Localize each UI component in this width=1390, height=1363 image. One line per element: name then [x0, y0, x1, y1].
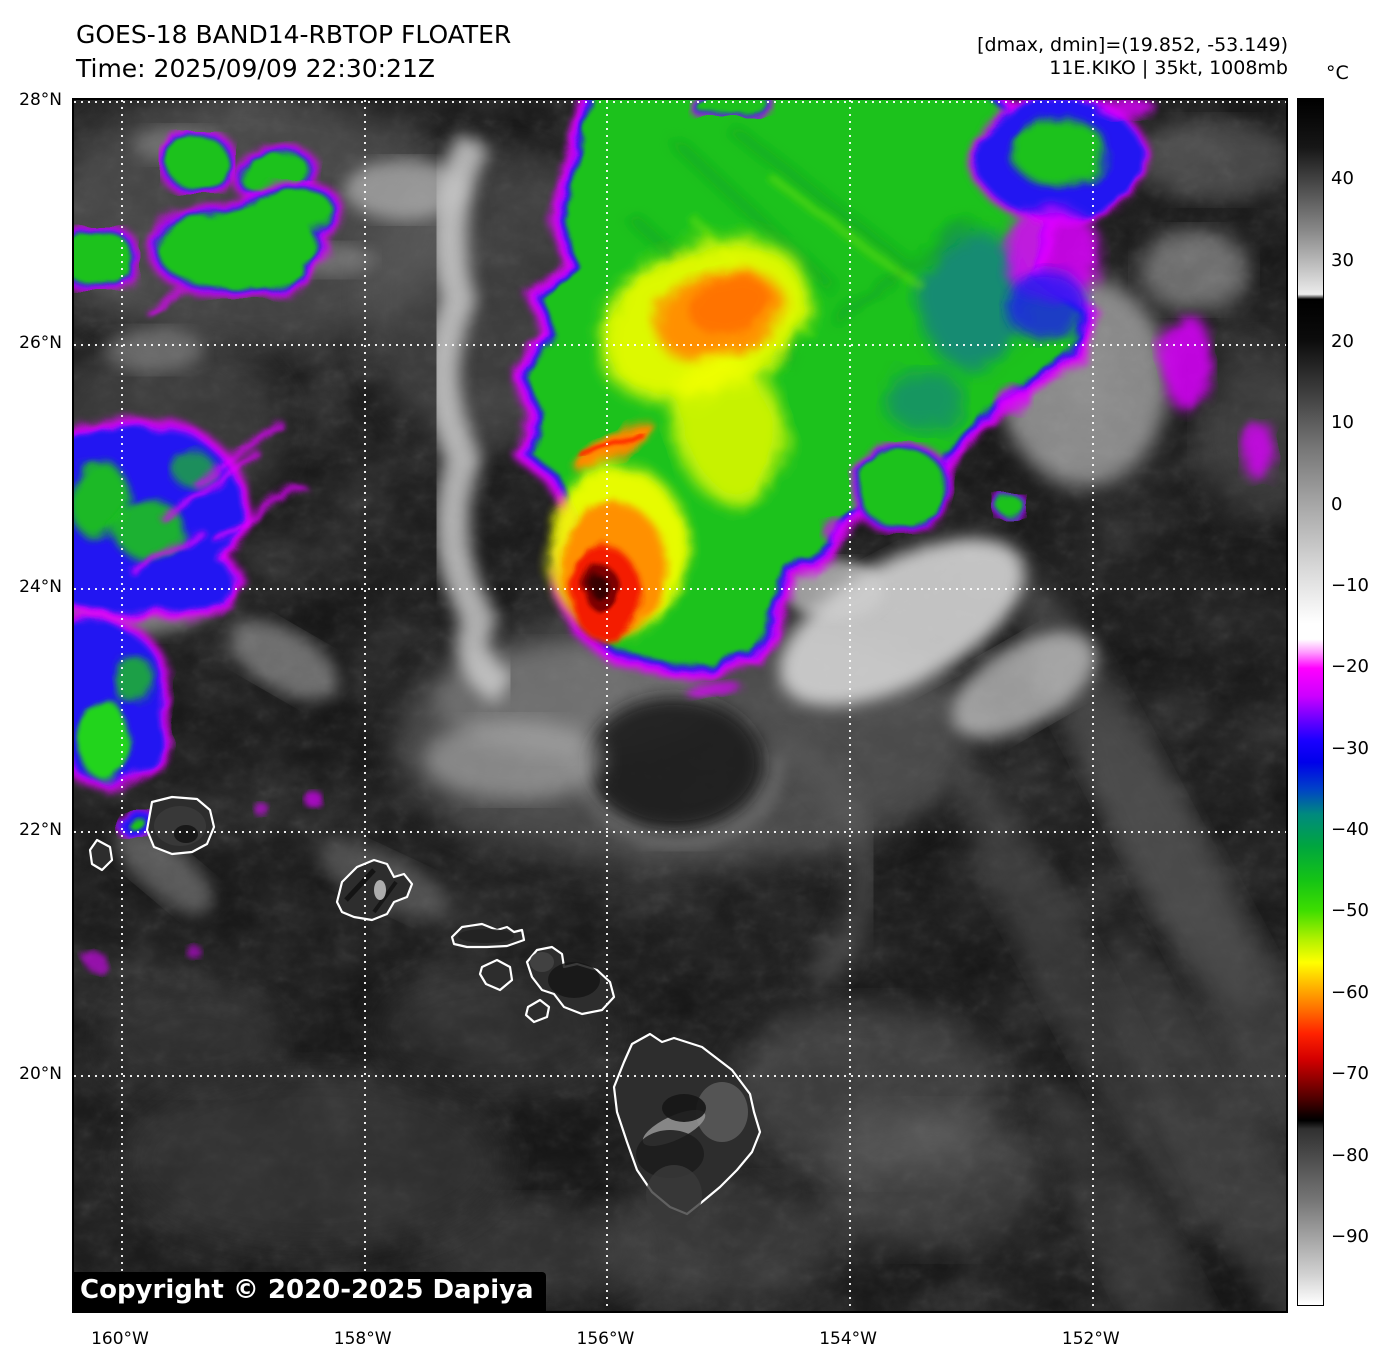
satellite-imagery: .hm{fill:#e203ff;stroke:#e203ff;filter:u… — [74, 100, 1286, 1311]
colorbar-tick-label: −70 — [1331, 1063, 1369, 1085]
lon-tick-label: 158°W — [333, 1329, 392, 1349]
copyright-badge: Copyright © 2020-2025 Dapiya — [74, 1272, 546, 1311]
lon-tick-label: 152°W — [1061, 1329, 1120, 1349]
gridline-lon-158 — [363, 100, 366, 1311]
colorbar-unit-label: °C — [1326, 62, 1349, 84]
colorbar-tick-label: −20 — [1331, 656, 1369, 678]
island-kahoolawe — [524, 998, 551, 1024]
gridline-lon-152 — [1091, 100, 1094, 1311]
lat-tick-label: 24°N — [19, 576, 62, 597]
colorbar-tick-label: 10 — [1331, 412, 1354, 434]
colorbar-tick-label: 30 — [1331, 249, 1354, 271]
lat-tick-label: 28°N — [19, 90, 62, 110]
colorbar-tick-label: −30 — [1331, 737, 1369, 759]
gridline-lon-160 — [121, 100, 123, 1311]
colorbar-tick-label: 20 — [1331, 331, 1354, 353]
colorbar-tick-label: −60 — [1331, 981, 1369, 1003]
colorbar-tick-label: −40 — [1331, 819, 1369, 841]
colorbar-tick-label: −80 — [1331, 1144, 1369, 1166]
dmax-dmin-annotation: [dmax, dmin]=(19.852, -53.149) — [977, 34, 1288, 56]
lon-tick-label: 160°W — [91, 1329, 149, 1349]
gridline-lon-154 — [849, 100, 852, 1311]
island-niihau — [88, 838, 114, 872]
gridline-lon-156 — [606, 100, 609, 1311]
colorbar-tick-label: −50 — [1331, 900, 1369, 922]
colorbar-tick-label: 0 — [1331, 493, 1343, 515]
colorbar-tick-label: 40 — [1331, 168, 1354, 190]
storm-info-annotation: 11E.KIKO | 35kt, 1008mb — [1049, 57, 1288, 79]
island-outlines — [88, 795, 762, 1225]
satellite-map: .hm{fill:#e203ff;stroke:#e203ff;filter:u… — [72, 98, 1288, 1313]
gridline-lat-20 — [74, 1074, 1286, 1077]
lat-tick-label: 20°N — [19, 1063, 62, 1084]
lat-tick-label: 22°N — [19, 820, 62, 841]
gridline-lat-28 — [74, 101, 1286, 103]
island-lanai — [478, 958, 514, 992]
figure-timestamp: Time: 2025/09/09 22:30:21Z — [76, 54, 435, 83]
gridline-lat-22 — [74, 831, 1286, 834]
gridline-lat-24 — [74, 587, 1286, 590]
gridline-lat-26 — [74, 344, 1286, 347]
lat-tick-label: 26°N — [19, 333, 62, 354]
colorbar-tick-label: −90 — [1331, 1225, 1369, 1247]
colorbar-tick-label: −10 — [1331, 575, 1369, 597]
colorbar — [1297, 98, 1324, 1306]
cold-cloud-layer — [74, 100, 1278, 969]
lon-tick-label: 156°W — [576, 1329, 635, 1349]
lon-tick-label: 154°W — [819, 1329, 877, 1349]
figure-title: GOES-18 BAND14-RBTOP FLOATER — [76, 20, 512, 49]
